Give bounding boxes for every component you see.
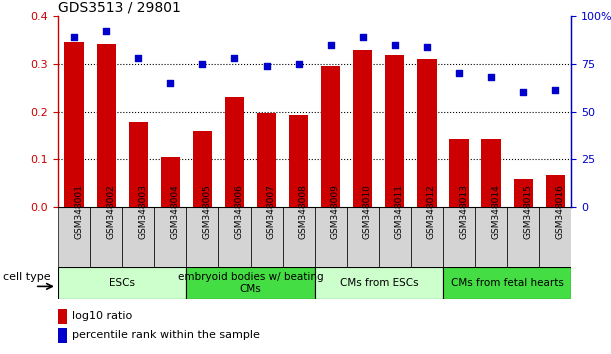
Bar	[58, 267, 186, 299]
Text: GSM348006: GSM348006	[235, 184, 243, 239]
Bar	[90, 207, 122, 267]
Point	[551, 88, 560, 93]
Point	[422, 44, 432, 49]
Bar	[58, 309, 67, 324]
Bar	[97, 44, 116, 207]
Point	[486, 74, 496, 80]
Text: GDS3513 / 29801: GDS3513 / 29801	[58, 1, 181, 15]
Text: GSM348008: GSM348008	[299, 184, 307, 239]
Point	[326, 42, 335, 47]
Point	[518, 90, 528, 95]
Bar	[186, 207, 219, 267]
Bar	[283, 207, 315, 267]
Text: embryoid bodies w/ beating
CMs: embryoid bodies w/ beating CMs	[178, 272, 323, 294]
Point	[197, 61, 207, 67]
Text: GSM348013: GSM348013	[459, 184, 468, 239]
Point	[390, 42, 400, 47]
Text: GSM348004: GSM348004	[170, 184, 179, 239]
Text: percentile rank within the sample: percentile rank within the sample	[72, 330, 260, 341]
Bar	[321, 66, 340, 207]
Bar	[225, 97, 244, 207]
Bar	[443, 267, 571, 299]
Bar	[315, 267, 443, 299]
Text: GSM348009: GSM348009	[331, 184, 340, 239]
Bar	[161, 158, 180, 207]
Point	[133, 55, 143, 61]
Point	[69, 34, 79, 40]
Bar	[65, 42, 84, 207]
Text: ESCs: ESCs	[109, 278, 135, 288]
Bar	[481, 139, 501, 207]
Point	[230, 55, 240, 61]
Bar	[546, 175, 565, 207]
Bar	[129, 122, 148, 207]
Text: GSM348016: GSM348016	[555, 184, 564, 239]
Bar	[155, 207, 186, 267]
Text: GSM348014: GSM348014	[491, 184, 500, 239]
Point	[101, 28, 111, 34]
Text: GSM348001: GSM348001	[74, 184, 83, 239]
Bar	[443, 207, 475, 267]
Point	[294, 61, 304, 67]
Text: GSM348010: GSM348010	[363, 184, 371, 239]
Bar	[58, 328, 67, 343]
Point	[358, 34, 368, 40]
Bar	[186, 267, 315, 299]
Bar	[257, 113, 276, 207]
Bar	[219, 207, 251, 267]
Bar	[193, 131, 212, 207]
Bar	[540, 207, 571, 267]
Bar	[450, 139, 469, 207]
Bar	[58, 207, 90, 267]
Bar	[353, 50, 373, 207]
Bar	[122, 207, 155, 267]
Bar	[507, 207, 540, 267]
Text: GSM348007: GSM348007	[266, 184, 276, 239]
Text: GSM348005: GSM348005	[202, 184, 211, 239]
Bar	[386, 55, 404, 207]
Bar	[411, 207, 443, 267]
Text: CMs from fetal hearts: CMs from fetal hearts	[451, 278, 563, 288]
Bar	[315, 207, 347, 267]
Bar	[251, 207, 283, 267]
Bar	[417, 59, 436, 207]
Text: log10 ratio: log10 ratio	[72, 311, 133, 321]
Point	[262, 63, 271, 68]
Text: GSM348003: GSM348003	[138, 184, 147, 239]
Bar	[475, 207, 507, 267]
Text: CMs from ESCs: CMs from ESCs	[340, 278, 418, 288]
Text: GSM348015: GSM348015	[523, 184, 532, 239]
Text: cell type: cell type	[3, 272, 51, 282]
Bar	[514, 179, 533, 207]
Point	[454, 70, 464, 76]
Bar	[379, 207, 411, 267]
Text: GSM348011: GSM348011	[395, 184, 404, 239]
Bar	[289, 115, 309, 207]
Text: GSM348012: GSM348012	[427, 184, 436, 239]
Bar	[347, 207, 379, 267]
Point	[166, 80, 175, 86]
Text: GSM348002: GSM348002	[106, 184, 115, 239]
